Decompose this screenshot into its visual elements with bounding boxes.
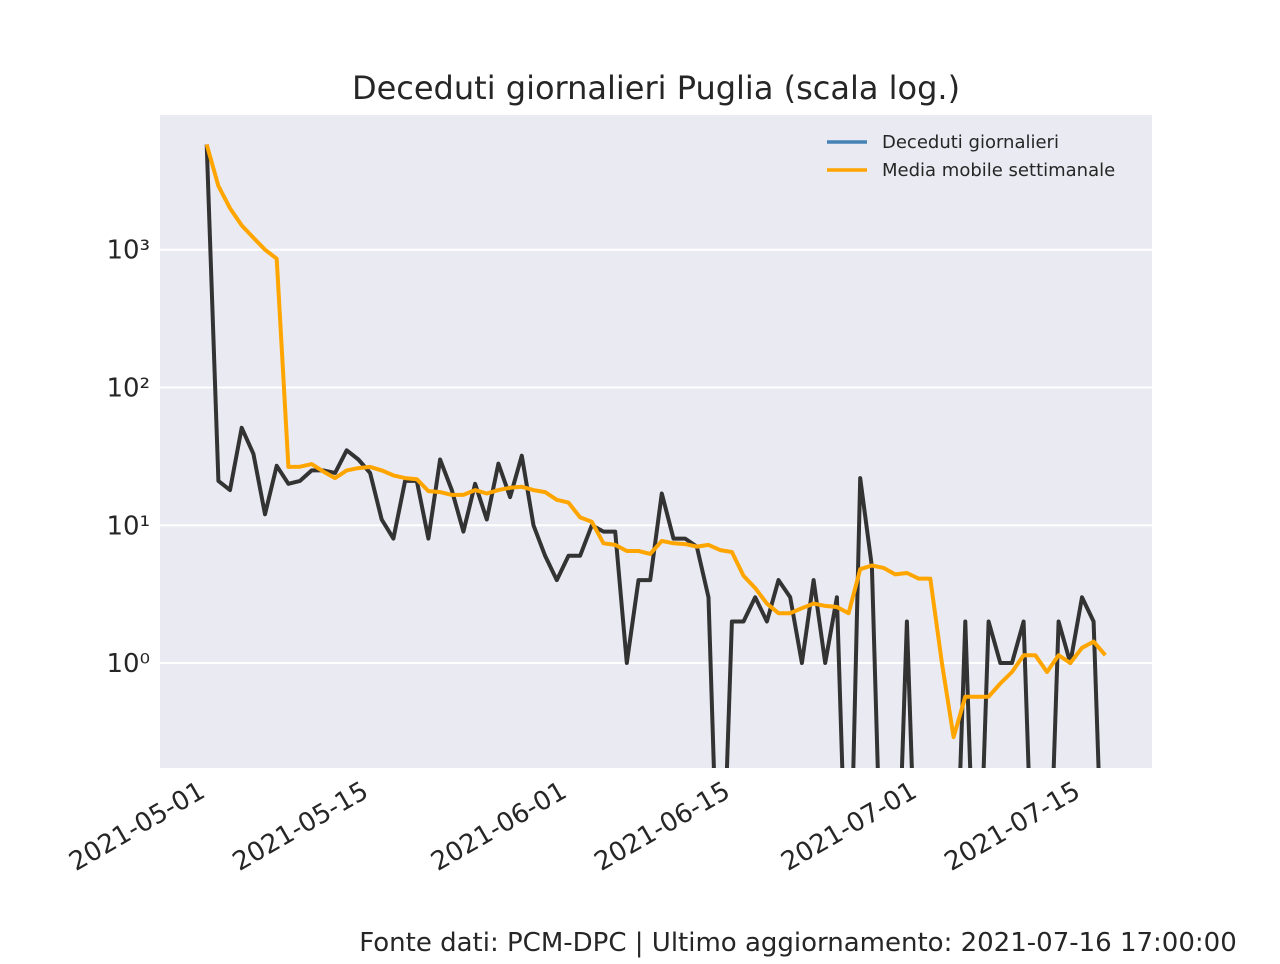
legend-label: Media mobile settimanale xyxy=(882,160,1115,181)
footer: Fonte dati: PCM-DPC | Ultimo aggiornamen… xyxy=(359,928,1237,958)
x-tick-label: 2021-07-01 xyxy=(776,776,922,878)
y-tick-label: 10³ xyxy=(106,236,150,266)
y-tick-label: 10¹ xyxy=(106,511,150,541)
x-tick-label: 2021-05-15 xyxy=(228,776,374,878)
plot-area xyxy=(160,115,1152,768)
x-tick-label: 2021-05-01 xyxy=(64,776,210,878)
series-line xyxy=(204,143,1107,740)
x-tick-label: 2021-06-15 xyxy=(589,776,735,878)
chart-title: Deceduti giornalieri Puglia (scala log.) xyxy=(352,69,960,107)
x-tick-label: 2021-06-01 xyxy=(426,776,572,878)
series-line xyxy=(204,144,1101,768)
y-tick-label: 10⁰ xyxy=(106,649,150,679)
legend-label: Deceduti giornalieri xyxy=(882,132,1059,153)
plot-lines xyxy=(204,143,1107,768)
y-tick-label: 10² xyxy=(106,373,150,403)
x-tick-label: 2021-07-15 xyxy=(940,776,1086,878)
